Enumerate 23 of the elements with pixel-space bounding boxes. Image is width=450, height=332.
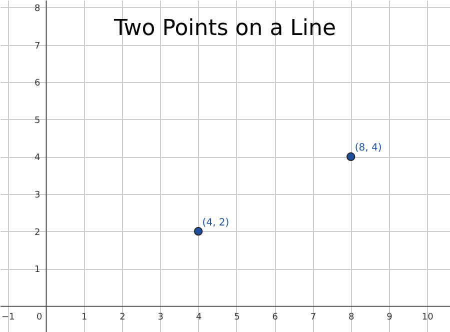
x-tick-label: 0 xyxy=(36,312,43,322)
y-tick-label: 4 xyxy=(34,153,41,164)
x-tick-label: 4 xyxy=(196,312,202,322)
x-tick-label: 7 xyxy=(310,312,316,322)
y-tick-label: 3 xyxy=(34,190,40,200)
x-tick-label: 10 xyxy=(422,312,434,322)
y-tick-label: 2 xyxy=(34,228,40,238)
x-tick-label: 6 xyxy=(272,312,278,322)
y-tick-label: 6 xyxy=(34,78,41,89)
y-tick-label: 1 xyxy=(34,265,40,276)
y-tick-label: 5 xyxy=(34,116,40,126)
x-tick-label: 8 xyxy=(348,312,354,322)
x-tick-label: −1 xyxy=(1,312,15,322)
y-tick-label: 8 xyxy=(34,4,41,14)
annotation: (8, 4) xyxy=(354,142,382,154)
x-tick-label: 9 xyxy=(386,312,393,322)
x-tick-label: 1 xyxy=(82,312,88,322)
y-tick-label: 7 xyxy=(34,41,40,52)
x-tick-label: 2 xyxy=(120,312,126,322)
x-tick-label: 3 xyxy=(158,312,164,322)
x-tick-label: 5 xyxy=(234,312,240,322)
annotation: (4, 2) xyxy=(202,217,230,228)
text: Two Points on a Line xyxy=(112,16,336,41)
